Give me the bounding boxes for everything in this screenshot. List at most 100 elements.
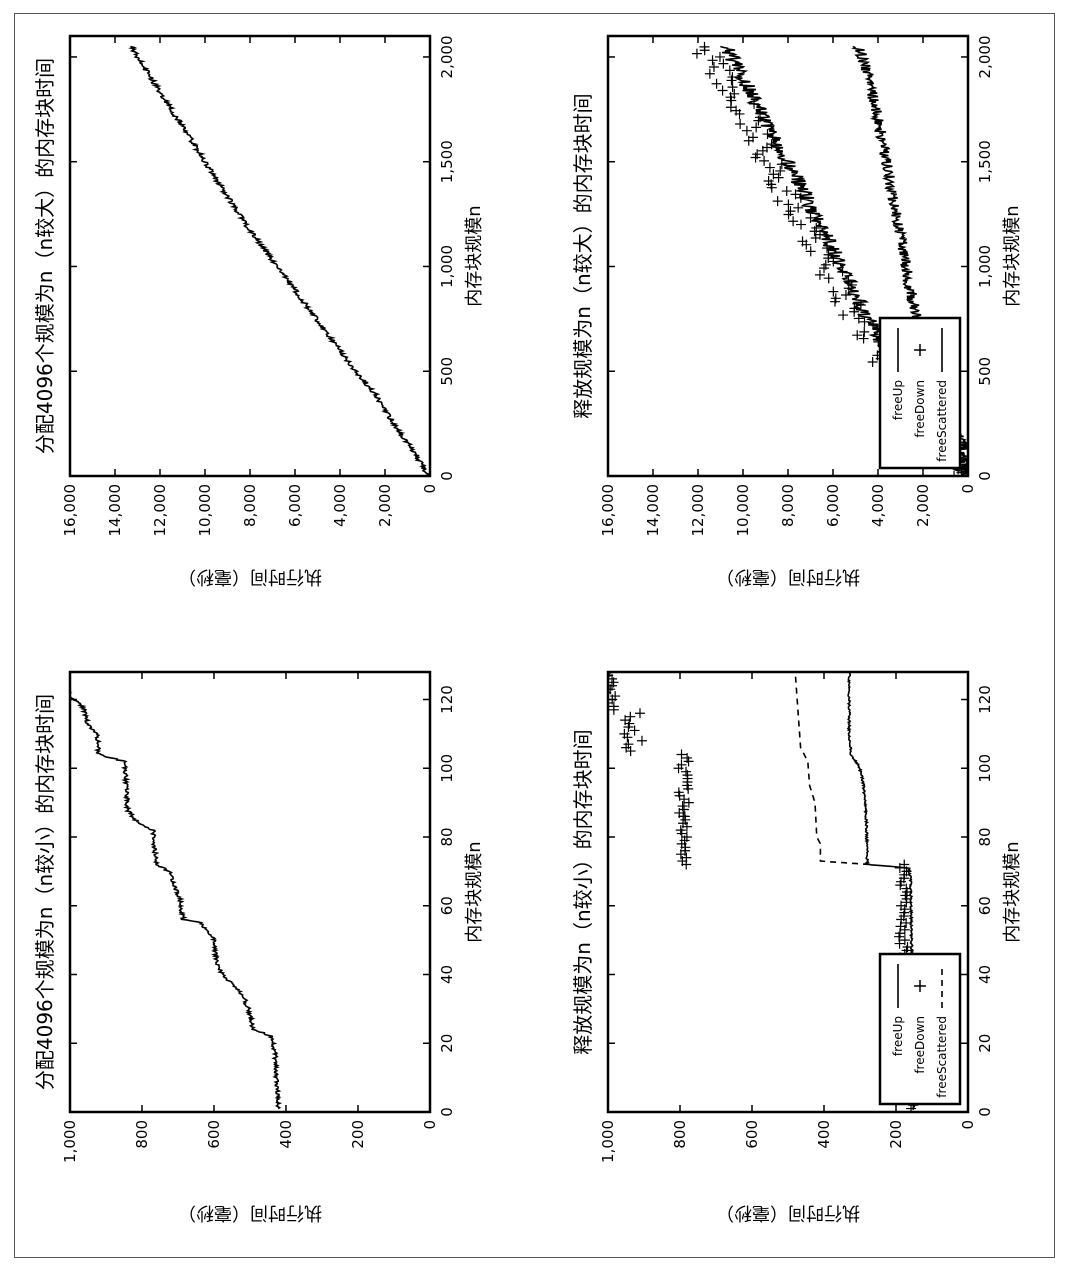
series-freedown-point bbox=[608, 697, 613, 708]
series-freedown-point bbox=[788, 216, 799, 227]
series-freedown-point bbox=[840, 289, 851, 300]
series-freedown-point bbox=[805, 246, 816, 257]
y-tick-label: 4,000 bbox=[869, 484, 887, 527]
x-tick-label: 100 bbox=[976, 754, 994, 783]
series-freedown-point bbox=[781, 186, 792, 197]
plot-area bbox=[70, 678, 283, 1110]
legend-label-freeup: freeUp bbox=[891, 1016, 905, 1056]
legend-swatch-plus bbox=[914, 980, 926, 992]
series-freedown-point bbox=[899, 859, 910, 870]
series-freedown-point bbox=[796, 219, 807, 230]
series-freedown-point bbox=[629, 725, 640, 736]
series-freedown-point bbox=[785, 206, 796, 217]
x-tick-label: 20 bbox=[976, 1034, 994, 1053]
x-tick-label: 20 bbox=[438, 1034, 456, 1053]
series-freedown-point bbox=[820, 259, 831, 270]
legend-swatch-plus bbox=[914, 344, 926, 356]
y-tick-label: 4,000 bbox=[331, 484, 349, 527]
chart-svg-alloc-large: 分配4096个规模为n（n较大）的内存块时间 0 500 1,000 1,500 2,00… bbox=[33, 34, 485, 587]
y-tick-label: 0 bbox=[959, 484, 977, 494]
series-line-0-path bbox=[70, 678, 283, 1110]
series-freedown-point bbox=[731, 105, 742, 116]
y-tick-label: 6,000 bbox=[286, 484, 304, 527]
series-freedown-point bbox=[675, 825, 686, 836]
series-freedown-point bbox=[673, 787, 684, 798]
series-freedown-point bbox=[676, 759, 687, 770]
x-tick-label: 0 bbox=[438, 1107, 456, 1117]
series-freedown-point bbox=[790, 189, 801, 200]
x-tick-label: 60 bbox=[438, 896, 456, 915]
y-tick-label: 8,000 bbox=[779, 484, 797, 527]
legend-label-freescattered: freeScattered bbox=[935, 380, 949, 462]
series-freedown-point bbox=[775, 165, 786, 176]
x-tick-label: 1,500 bbox=[438, 140, 456, 183]
series-freedown-point bbox=[619, 728, 630, 739]
series-freedown-point bbox=[625, 711, 636, 722]
series-freedown-point bbox=[773, 172, 784, 183]
series-freedown-point bbox=[741, 125, 752, 136]
legend-box bbox=[878, 316, 962, 470]
series-freedown-point bbox=[610, 691, 621, 702]
y-tick-label: 12,000 bbox=[151, 484, 169, 537]
y-tick-label: 600 bbox=[743, 1120, 761, 1149]
series-freedown-point bbox=[729, 88, 740, 99]
series-freedown-point bbox=[867, 357, 878, 368]
y-tick-label: 800 bbox=[671, 1120, 689, 1149]
x-tick-label: 40 bbox=[438, 965, 456, 984]
series-freescattered-path bbox=[794, 672, 870, 866]
y-tick-label: 800 bbox=[133, 1120, 151, 1149]
y-tick-label: 10,000 bbox=[196, 484, 214, 537]
y-axis-label: 执行时间（毫秒） bbox=[716, 1202, 860, 1223]
x-axis-label: 内存块规模n bbox=[1002, 205, 1023, 306]
series-freedown-point bbox=[899, 935, 910, 946]
series-freedown-point bbox=[735, 119, 746, 129]
series-freedown-point bbox=[811, 222, 822, 233]
chart-panel-alloc-small: 分配4096个规模为n（n较小）的内存块时间 0 20 40 60 80 100 120 0 20… bbox=[0, 636, 538, 1272]
series-freedown-point bbox=[814, 229, 825, 240]
series-freedown-point bbox=[704, 68, 715, 79]
series-freedown-point bbox=[724, 65, 735, 76]
y-tick-label: 12,000 bbox=[689, 484, 707, 537]
series-freedown-point bbox=[752, 149, 763, 160]
x-tick-label: 120 bbox=[438, 685, 456, 714]
plot-frame bbox=[68, 34, 432, 478]
y-tick-label: 600 bbox=[205, 1120, 223, 1149]
legend-label-freeup: freeUp bbox=[891, 380, 905, 420]
series-freedown-point bbox=[859, 316, 870, 327]
y-tick-label: 0 bbox=[959, 1120, 977, 1130]
plot-area bbox=[608, 672, 921, 1112]
series-freedown-point bbox=[837, 266, 848, 277]
series-freedown-point bbox=[859, 326, 870, 337]
x-tick-label: 1,500 bbox=[976, 140, 994, 183]
x-tick-label: 80 bbox=[438, 827, 456, 846]
y-tick-label: 14,000 bbox=[106, 484, 124, 537]
series-freedown-point bbox=[727, 72, 738, 83]
series-freedown-point bbox=[901, 883, 912, 894]
x-tick-label: 0 bbox=[976, 1107, 994, 1117]
y-axis-label: 执行时间（毫秒） bbox=[178, 566, 322, 587]
legend-label-freedown: freeDown bbox=[913, 1016, 927, 1074]
series-freedown-point bbox=[823, 273, 834, 284]
series-freedown-point bbox=[681, 852, 692, 863]
series-freedown-point bbox=[681, 766, 692, 777]
chart-panel-free-large: 释放规模为n（n较大）的内存块时间 0 500 1,000 1,500 2,000 0 2,0… bbox=[538, 0, 1076, 636]
series-freedown-point bbox=[763, 175, 774, 186]
series-freedown-point bbox=[823, 249, 834, 260]
series-freedown-point bbox=[714, 51, 725, 62]
series-freedown-point bbox=[855, 300, 866, 311]
y-tick-label: 8,000 bbox=[241, 484, 259, 527]
y-tick-label: 14,000 bbox=[644, 484, 662, 537]
x-tick-label: 40 bbox=[976, 965, 994, 984]
series-freedown-point bbox=[764, 162, 775, 173]
series-freedown-point bbox=[795, 192, 806, 203]
x-tick-label: 500 bbox=[438, 357, 456, 386]
chart-title: 分配4096个规模为n（n较小）的内存块时间 bbox=[33, 694, 57, 1090]
x-tick-label: 0 bbox=[976, 471, 994, 481]
y-tick-label: 400 bbox=[277, 1120, 295, 1149]
x-tick-label: 80 bbox=[976, 827, 994, 846]
chart-svg-alloc-small: 分配4096个规模为n（n较小）的内存块时间 0 20 40 60 80 100 120 0 20… bbox=[33, 670, 485, 1223]
series-freedown-point bbox=[620, 715, 631, 726]
series-freedown-point bbox=[901, 866, 912, 877]
series-freedown-point bbox=[718, 58, 729, 69]
